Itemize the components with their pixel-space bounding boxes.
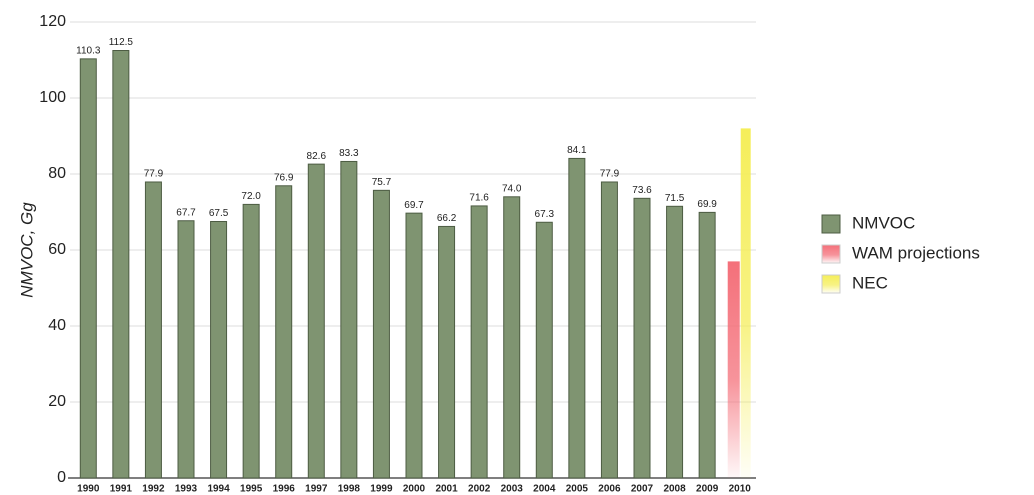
bar bbox=[503, 196, 521, 479]
bar bbox=[242, 203, 260, 479]
x-tick-label: 2000 bbox=[403, 484, 426, 495]
x-tick-label: 1991 bbox=[110, 484, 133, 495]
x-tick-label: 1995 bbox=[240, 484, 263, 495]
bar bbox=[535, 221, 553, 479]
value-label: 66.2 bbox=[437, 213, 457, 224]
value-label: 72.0 bbox=[241, 191, 261, 202]
legend-label: NMVOC bbox=[852, 213, 915, 232]
value-label: 74.0 bbox=[502, 183, 522, 194]
value-label: 112.5 bbox=[109, 37, 134, 48]
x-tick-label: 1997 bbox=[305, 484, 328, 495]
value-label: 71.6 bbox=[469, 193, 489, 204]
bar bbox=[666, 205, 684, 479]
y-tick-label: 40 bbox=[48, 317, 66, 334]
bar bbox=[405, 212, 423, 479]
y-tick-label: 20 bbox=[48, 393, 66, 410]
value-label: 84.1 bbox=[567, 145, 587, 156]
value-label: 69.7 bbox=[404, 200, 424, 211]
x-tick-label: 2009 bbox=[696, 484, 719, 495]
bar bbox=[438, 225, 456, 479]
value-label: 77.9 bbox=[144, 169, 164, 180]
legend-swatch bbox=[821, 274, 841, 294]
value-label: 77.9 bbox=[600, 169, 620, 180]
x-tick-label: 2010 bbox=[729, 484, 752, 495]
value-label: 75.7 bbox=[372, 177, 392, 188]
value-label: 73.6 bbox=[632, 185, 652, 196]
x-tick-label: 2007 bbox=[631, 484, 654, 495]
x-tick-label: 1999 bbox=[370, 484, 393, 495]
value-label: 67.3 bbox=[535, 209, 555, 220]
y-tick-label: 0 bbox=[57, 469, 66, 486]
x-tick-label: 1994 bbox=[207, 484, 230, 495]
bar bbox=[698, 211, 716, 479]
x-tick-label: 1998 bbox=[338, 484, 361, 495]
bar bbox=[740, 128, 751, 478]
bar bbox=[600, 181, 618, 479]
x-tick-label: 2006 bbox=[598, 484, 621, 495]
x-tick-label: 2001 bbox=[435, 484, 458, 495]
bar bbox=[568, 157, 586, 479]
bar bbox=[210, 221, 228, 479]
y-tick-label: 100 bbox=[39, 89, 66, 106]
value-label: 76.9 bbox=[274, 172, 294, 183]
value-label: 67.5 bbox=[209, 208, 229, 219]
legend-label: NEC bbox=[852, 273, 888, 292]
bar bbox=[470, 205, 488, 479]
x-tick-label: 1990 bbox=[77, 484, 100, 495]
y-tick-label: 60 bbox=[48, 241, 66, 258]
bar bbox=[79, 58, 97, 479]
value-label: 69.9 bbox=[697, 199, 717, 210]
x-tick-label: 2002 bbox=[468, 484, 491, 495]
bar bbox=[144, 181, 162, 479]
legend-label: WAM projections bbox=[852, 243, 980, 262]
x-tick-label: 2003 bbox=[501, 484, 524, 495]
value-label: 110.3 bbox=[76, 46, 101, 57]
x-tick-label: 2008 bbox=[663, 484, 686, 495]
value-label: 82.6 bbox=[307, 151, 327, 162]
value-label: 67.7 bbox=[176, 207, 196, 218]
bar bbox=[177, 220, 195, 479]
y-axis-label: NMVOC, Gg bbox=[17, 202, 36, 298]
y-tick-label: 120 bbox=[39, 13, 66, 30]
bar bbox=[727, 261, 740, 478]
value-label: 71.5 bbox=[665, 193, 685, 204]
x-tick-label: 1992 bbox=[142, 484, 165, 495]
bar bbox=[275, 185, 293, 479]
x-tick-label: 1993 bbox=[175, 484, 198, 495]
bar bbox=[372, 189, 390, 479]
bar bbox=[340, 160, 358, 479]
bar bbox=[112, 50, 130, 479]
x-tick-label: 2004 bbox=[533, 484, 556, 495]
x-tick-label: 2005 bbox=[566, 484, 589, 495]
value-label: 83.3 bbox=[339, 148, 359, 159]
bar bbox=[307, 163, 325, 479]
legend-swatch bbox=[821, 214, 841, 234]
y-tick-label: 80 bbox=[48, 165, 66, 182]
legend-swatch bbox=[821, 244, 841, 264]
x-tick-label: 1996 bbox=[273, 484, 296, 495]
bar bbox=[633, 197, 651, 479]
